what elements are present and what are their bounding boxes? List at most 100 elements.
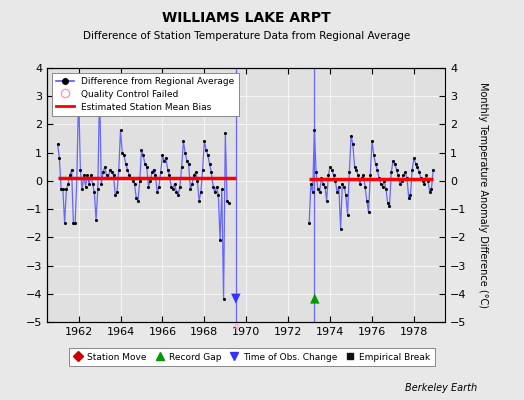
Point bbox=[225, 200, 233, 207]
Point bbox=[396, 180, 404, 187]
Point bbox=[158, 152, 167, 159]
Point bbox=[130, 180, 139, 187]
Point bbox=[169, 186, 177, 192]
Point bbox=[398, 178, 406, 184]
Point bbox=[336, 226, 345, 232]
Point bbox=[115, 166, 123, 173]
Point bbox=[378, 183, 387, 190]
Point bbox=[172, 189, 181, 195]
Point bbox=[99, 169, 107, 176]
Point bbox=[111, 192, 119, 198]
Point bbox=[122, 161, 130, 167]
Point bbox=[373, 166, 381, 173]
Text: WILLIAMS LAKE ARPT: WILLIAMS LAKE ARPT bbox=[162, 11, 331, 25]
Point bbox=[193, 178, 202, 184]
Point bbox=[62, 186, 71, 192]
Point bbox=[312, 169, 320, 176]
Point bbox=[364, 209, 373, 215]
Point bbox=[110, 172, 118, 178]
Point bbox=[366, 172, 375, 178]
Point bbox=[415, 169, 423, 176]
Point bbox=[85, 180, 93, 187]
Point bbox=[321, 183, 329, 190]
Point bbox=[315, 189, 324, 195]
Text: ▼: ▼ bbox=[231, 292, 241, 304]
Point bbox=[149, 166, 158, 173]
Point bbox=[317, 175, 325, 181]
Point bbox=[369, 152, 378, 159]
Point bbox=[199, 166, 207, 173]
Point bbox=[216, 237, 224, 243]
Point bbox=[347, 132, 355, 139]
Point bbox=[113, 189, 121, 195]
Point bbox=[176, 183, 184, 190]
Point bbox=[424, 178, 432, 184]
Point bbox=[204, 152, 212, 159]
Point bbox=[118, 150, 126, 156]
Point bbox=[382, 186, 390, 192]
Point bbox=[53, 141, 62, 147]
Point bbox=[331, 178, 340, 184]
Point bbox=[144, 183, 152, 190]
Point bbox=[71, 220, 79, 226]
Point bbox=[411, 161, 420, 167]
Point bbox=[333, 189, 341, 195]
Point bbox=[59, 186, 67, 192]
Point bbox=[309, 189, 317, 195]
Point bbox=[387, 169, 396, 176]
Point bbox=[66, 172, 74, 178]
Point bbox=[211, 189, 219, 195]
Point bbox=[305, 220, 313, 226]
Point bbox=[143, 164, 151, 170]
Point bbox=[97, 180, 105, 187]
Point bbox=[399, 172, 408, 178]
Point bbox=[401, 169, 409, 176]
Point bbox=[340, 183, 348, 190]
Point bbox=[200, 138, 209, 144]
Point bbox=[335, 183, 343, 190]
Point bbox=[57, 186, 66, 192]
Point bbox=[220, 296, 228, 303]
Point bbox=[125, 172, 134, 178]
Point bbox=[375, 175, 383, 181]
Point bbox=[186, 186, 194, 192]
Point bbox=[89, 180, 97, 187]
Point bbox=[179, 138, 188, 144]
Point bbox=[359, 172, 367, 178]
Point bbox=[326, 164, 334, 170]
Point bbox=[162, 155, 170, 162]
Legend: Station Move, Record Gap, Time of Obs. Change, Empirical Break: Station Move, Record Gap, Time of Obs. C… bbox=[69, 348, 434, 366]
Point bbox=[405, 195, 413, 201]
Point bbox=[214, 192, 223, 198]
Point bbox=[69, 220, 78, 226]
Point bbox=[328, 166, 336, 173]
Point bbox=[413, 164, 422, 170]
Point bbox=[64, 180, 72, 187]
Point bbox=[134, 198, 142, 204]
Point bbox=[394, 172, 402, 178]
Point bbox=[181, 150, 189, 156]
Point bbox=[74, 87, 83, 94]
Point bbox=[107, 169, 116, 176]
Point bbox=[351, 164, 359, 170]
Point bbox=[356, 180, 364, 187]
Point bbox=[202, 147, 210, 153]
Point bbox=[102, 172, 111, 178]
Point bbox=[338, 180, 346, 187]
Point bbox=[184, 161, 193, 167]
Point bbox=[78, 186, 86, 192]
Point bbox=[390, 161, 399, 167]
Point bbox=[322, 198, 331, 204]
Point bbox=[384, 200, 392, 207]
Y-axis label: Monthly Temperature Anomaly Difference (°C): Monthly Temperature Anomaly Difference (… bbox=[478, 82, 488, 308]
Point bbox=[73, 175, 81, 181]
Point bbox=[139, 152, 147, 159]
Point bbox=[190, 172, 198, 178]
Point bbox=[345, 169, 354, 176]
Point bbox=[207, 169, 215, 176]
Point bbox=[357, 175, 366, 181]
Point bbox=[196, 189, 205, 195]
Point bbox=[170, 180, 179, 187]
Point bbox=[146, 178, 155, 184]
Point bbox=[95, 84, 104, 91]
